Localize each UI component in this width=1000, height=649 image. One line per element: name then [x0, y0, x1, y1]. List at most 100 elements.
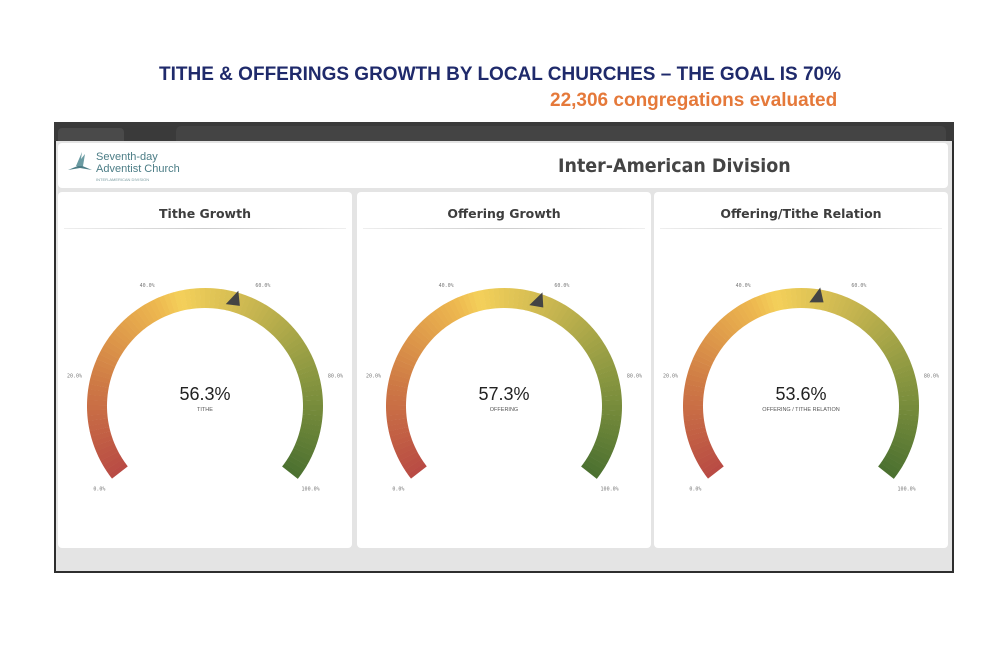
gauge-arc-segment — [189, 288, 197, 309]
gauge-arc-segment — [300, 379, 322, 389]
tick-label: 60.0% — [554, 283, 569, 289]
gauge-arc-segment — [293, 354, 314, 368]
gauge-arc-segment — [393, 439, 414, 452]
gauge-arc-segment — [542, 297, 556, 318]
gauge-arc-segment — [898, 405, 919, 411]
gauge-arc-segment — [194, 288, 201, 309]
gauge-arc-segment — [894, 368, 915, 380]
gauge-arc-segment — [692, 354, 714, 368]
gauge-arc-segment — [288, 345, 309, 360]
gauge-arc-segment — [390, 368, 412, 380]
tick-label: 60.0% — [851, 283, 866, 289]
gauge-arc-segment — [87, 399, 108, 406]
gauge-arc-segment — [154, 297, 167, 318]
gauge-arc-segment — [895, 427, 917, 437]
browser-tab[interactable] — [58, 128, 124, 141]
gauge-arc-segment — [386, 413, 407, 421]
gauge-arc-segment — [592, 354, 613, 368]
gauge-arc-segment — [683, 399, 704, 406]
gauge-arc-segment — [887, 447, 908, 462]
gauge-arc-segment — [894, 431, 916, 442]
panel-title: Offering/Tithe Relation — [720, 206, 882, 221]
gauge-arc-segment — [123, 316, 141, 335]
gauge-arc-segment — [178, 289, 188, 311]
gauge-arc-segment — [889, 443, 910, 457]
gauge-arc-segment — [897, 418, 919, 427]
gauge-arc-segment — [764, 292, 776, 313]
gauge-arc-segment — [302, 409, 323, 416]
gauge-arc-segment — [109, 331, 129, 349]
gauge-arc-segment — [296, 435, 318, 447]
gauge-arc-segment — [391, 363, 413, 376]
gauge-arc-segment — [826, 292, 838, 313]
gauge-arc-segment — [550, 301, 565, 322]
gauge-arc-segment — [595, 363, 617, 376]
gauge-arc-segment — [595, 435, 617, 447]
gauge-arc-segment — [302, 405, 323, 411]
gauge-arc-segment — [697, 344, 718, 360]
gauge-arc-segment — [690, 358, 712, 372]
gauge-arc-segment — [298, 368, 319, 380]
gauge-arc-segment — [299, 427, 321, 437]
gauge-arc-segment — [883, 455, 903, 471]
gauge-arc-segment — [601, 394, 622, 402]
logo-division: INTER-AMERICAN DIVISION — [96, 177, 150, 182]
gauge-arc-segment — [745, 299, 759, 320]
gauge-arc-segment — [101, 344, 122, 360]
gauge-arc-segment — [296, 363, 318, 376]
gauge-arc-segment — [87, 409, 108, 416]
gauge-arc-segment — [287, 455, 307, 471]
gauge-arc-segment — [430, 310, 447, 330]
gauge-arc-segment — [412, 327, 431, 345]
gauge-needle — [529, 292, 544, 308]
gauge-arc-segment — [144, 301, 159, 322]
gauge-arc-segment — [386, 404, 407, 411]
gauge-arc-segment — [493, 288, 500, 309]
gauge-arc-segment — [727, 310, 744, 330]
gauge-arc-segment — [284, 336, 304, 352]
gauge-arc-segment — [512, 288, 521, 309]
tick-label: 20.0% — [663, 373, 678, 379]
gauge-arc-segment — [408, 331, 428, 349]
gauge-arc-segment — [453, 297, 466, 318]
gauge-arc-segment — [387, 422, 409, 432]
gauge-arc-segment — [598, 373, 619, 384]
gauge-arc-segment — [774, 289, 784, 311]
gauge-arc-segment — [291, 349, 312, 364]
gauge-arc-segment — [712, 323, 731, 342]
gauge-arc-segment — [89, 378, 110, 388]
gauge-arc-segment — [472, 290, 483, 312]
slide-title: TITHE & OFFERINGS GROWTH BY LOCAL CHURCH… — [159, 64, 841, 85]
gauge-arc-segment — [795, 288, 802, 309]
gauge-arc-segment — [422, 316, 440, 335]
gauge-arc-segment — [599, 379, 621, 389]
gauge-arc-segment — [504, 288, 510, 309]
gauge-arc-segment — [388, 378, 409, 388]
gauge-arc-segment — [239, 295, 252, 316]
gauge-arc-segment — [598, 427, 620, 437]
gauge-arc-segment — [687, 368, 709, 380]
gauge-arc-segment — [149, 299, 163, 320]
address-bar[interactable] — [176, 126, 946, 141]
gauge-arc-segment — [719, 316, 737, 335]
gauge-arc-segment — [302, 399, 323, 406]
tick-label: 20.0% — [67, 373, 82, 379]
divider — [64, 228, 346, 229]
gauge-arc-segment — [387, 383, 408, 393]
gauge-arc-segment — [275, 324, 294, 342]
gauge-arc-segment — [439, 304, 455, 325]
tick-label: 80.0% — [924, 373, 939, 379]
gauge-arc-segment — [683, 404, 704, 411]
gauge-label: OFFERING — [489, 407, 519, 413]
gauge-arc-segment — [871, 324, 890, 342]
gauge-arc-segment — [91, 368, 113, 380]
gauge-arc-segment — [896, 422, 918, 432]
gauge-arc-segment — [895, 373, 916, 384]
gauge-arc-segment — [477, 289, 487, 311]
gauge-arc-segment — [583, 336, 603, 352]
tick-label: 80.0% — [328, 373, 343, 379]
gauge-arc-segment — [302, 414, 323, 422]
gauge-arc-segment — [205, 288, 211, 309]
gauge-arc-segment — [801, 288, 807, 309]
tick-label: 80.0% — [627, 373, 642, 379]
